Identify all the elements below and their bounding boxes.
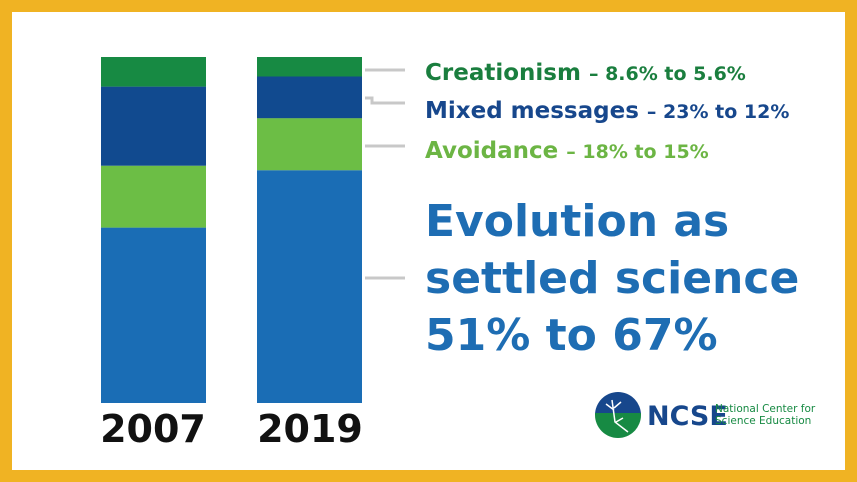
bar-segment-2007-avoidance [101, 165, 206, 228]
label-creationism-name: Creationism [425, 60, 581, 86]
connectors [365, 68, 405, 280]
year-label-2019: 2019 [257, 407, 363, 451]
label-creationism-change: – 8.6% to 5.6% [589, 63, 746, 85]
label-avoidance-name: Avoidance [425, 138, 558, 164]
ncse-logo: NCSE National Center for Science Educati… [595, 392, 816, 438]
bar-segment-2019-creationism [257, 57, 362, 77]
label-mixed: Mixed messages – 23% to 12% [425, 98, 789, 124]
label-mixed-change: – 23% to 12% [647, 101, 789, 123]
year-label-2007: 2007 [100, 407, 206, 451]
bar-segment-2007-evolution-as-settled-science [101, 227, 206, 403]
bar-segment-2019-mixed-messages [257, 76, 362, 119]
label-mixed-name: Mixed messages [425, 98, 639, 124]
label-creationism: Creationism – 8.6% to 5.6% [425, 60, 746, 86]
connector-mixed [365, 96, 405, 105]
bar-segment-2019-evolution-as-settled-science [257, 170, 362, 403]
label-avoidance: Avoidance – 18% to 15% [425, 138, 709, 164]
label-evolution-line3: 51% to 67% [425, 310, 718, 361]
bar-segment-2007-creationism [101, 57, 206, 87]
logo-line2: Science Education [715, 415, 811, 427]
label-evolution-line1: Evolution as [425, 196, 729, 247]
bar-segment-2019-avoidance [257, 118, 362, 171]
logo-acronym: NCSE [647, 401, 728, 432]
tree-icon [595, 392, 641, 438]
label-evolution-line2: settled science [425, 253, 799, 304]
logo-line1: National Center for [715, 403, 816, 415]
label-avoidance-change: – 18% to 15% [566, 141, 708, 163]
bars [101, 57, 362, 403]
bar-segment-2007-mixed-messages [101, 86, 206, 166]
